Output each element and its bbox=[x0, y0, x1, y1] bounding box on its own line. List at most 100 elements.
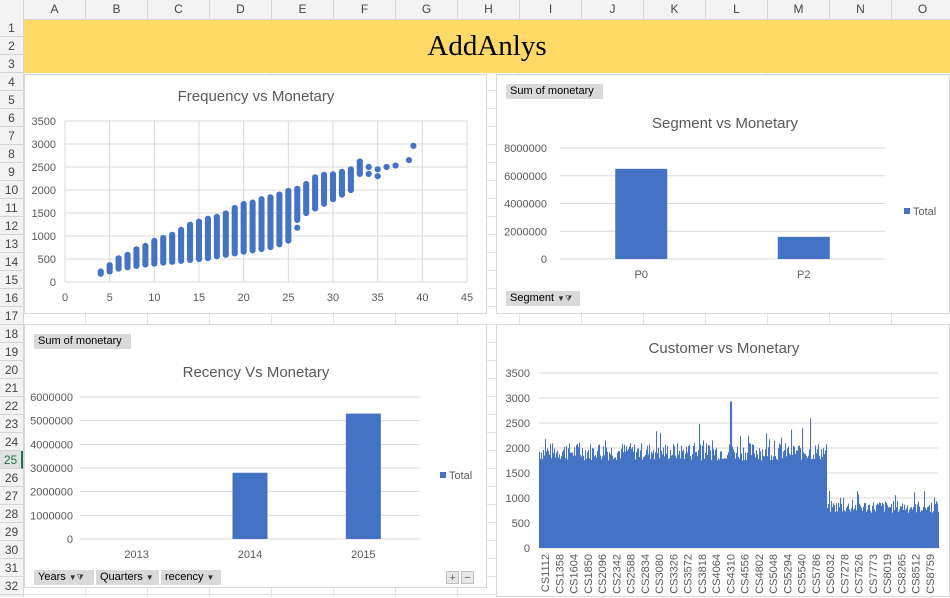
y-tick-label: 500 bbox=[38, 254, 56, 266]
years-filter-button[interactable]: Years ▼⧩ bbox=[34, 570, 94, 585]
title-banner[interactable] bbox=[24, 20, 950, 73]
row-header-19[interactable]: 19 bbox=[0, 343, 23, 361]
row-header-26[interactable]: 26 bbox=[0, 469, 23, 487]
row-header-column[interactable]: 1 2 3 4 5 6 7 8 9 10 11 12 13 14 15 16 17 18 19 20 21 22 23 24 2… bbox=[0, 19, 24, 597]
x-tick-label: 35 bbox=[372, 292, 384, 304]
row-header-14[interactable]: 14 bbox=[0, 253, 23, 271]
bar bbox=[790, 454, 792, 548]
bar bbox=[777, 459, 779, 548]
row-header-21[interactable]: 21 bbox=[0, 379, 23, 397]
row-header-3[interactable]: 3 bbox=[0, 55, 23, 73]
bar bbox=[781, 437, 783, 548]
row-header-12[interactable]: 12 bbox=[0, 217, 23, 235]
bar bbox=[858, 494, 860, 548]
row-header-16[interactable]: 16 bbox=[0, 289, 23, 307]
bar bbox=[599, 444, 601, 548]
row-header-25[interactable]: 25 bbox=[0, 451, 23, 469]
chart-frequency-vs-monetary[interactable]: Frequency vs Monetary 0 500 1000 1500 2000 250… bbox=[24, 74, 487, 314]
quarters-field-button[interactable]: Quarters ▼ bbox=[96, 570, 159, 585]
x-tick-label: CS1358 bbox=[554, 554, 566, 594]
bar bbox=[603, 446, 605, 548]
select-all-corner[interactable] bbox=[0, 0, 24, 19]
column-header-l[interactable]: L bbox=[706, 0, 768, 19]
row-header-17[interactable]: 17 bbox=[0, 307, 23, 325]
column-header-g[interactable]: G bbox=[396, 0, 458, 19]
sum-of-monetary-button[interactable]: Sum of monetary bbox=[506, 84, 603, 99]
x-tick-label: 5 bbox=[107, 292, 113, 304]
row-header-2[interactable]: 2 bbox=[0, 37, 23, 55]
row-header-30[interactable]: 30 bbox=[0, 541, 23, 559]
bar bbox=[873, 502, 875, 548]
row-header-31[interactable]: 31 bbox=[0, 559, 23, 577]
column-header-n[interactable]: N bbox=[830, 0, 892, 19]
segment-filter-button[interactable]: Segment ▼⧩ bbox=[506, 291, 580, 306]
row-header-6[interactable]: 6 bbox=[0, 109, 23, 127]
column-header-j[interactable]: J bbox=[582, 0, 644, 19]
row-header-27[interactable]: 27 bbox=[0, 487, 23, 505]
bar bbox=[563, 449, 565, 548]
row-header-5[interactable]: 5 bbox=[0, 91, 23, 109]
recency-field-button[interactable]: recency ▼ bbox=[161, 570, 221, 585]
row-header-29[interactable]: 29 bbox=[0, 523, 23, 541]
row-header-20[interactable]: 20 bbox=[0, 361, 23, 379]
sum-of-monetary-button-2[interactable]: Sum of monetary bbox=[34, 334, 131, 349]
column-header-i[interactable]: I bbox=[520, 0, 582, 19]
bar bbox=[645, 455, 647, 548]
column-header-o[interactable]: O bbox=[892, 0, 950, 19]
bar bbox=[637, 448, 639, 548]
row-header-32[interactable]: 32 bbox=[0, 577, 23, 595]
bar bbox=[913, 507, 915, 548]
bar bbox=[541, 452, 543, 548]
bar bbox=[801, 459, 803, 548]
bar bbox=[830, 511, 832, 548]
bar bbox=[232, 472, 268, 539]
row-header-9[interactable]: 9 bbox=[0, 163, 23, 181]
bar bbox=[832, 507, 834, 548]
row-header-7[interactable]: 7 bbox=[0, 127, 23, 145]
bar bbox=[780, 444, 782, 548]
chart-segment-vs-monetary[interactable]: Segment vs Monetary 0 2000000 4000000 600000… bbox=[496, 74, 950, 314]
column-header-e[interactable]: E bbox=[272, 0, 334, 19]
row-header-22[interactable]: 22 bbox=[0, 397, 23, 415]
row-header-1[interactable]: 1 bbox=[0, 19, 23, 37]
bar bbox=[854, 508, 856, 548]
column-header-a[interactable]: A bbox=[24, 0, 86, 19]
column-header-m[interactable]: M bbox=[768, 0, 830, 19]
column-header-c[interactable]: C bbox=[148, 0, 210, 19]
row-header-28[interactable]: 28 bbox=[0, 505, 23, 523]
data-point bbox=[160, 234, 167, 241]
row-header-13[interactable]: 13 bbox=[0, 235, 23, 253]
row-header-24[interactable]: 24 bbox=[0, 433, 23, 451]
bar bbox=[917, 504, 919, 548]
bar bbox=[652, 453, 654, 548]
bar bbox=[904, 504, 906, 548]
bar bbox=[835, 511, 837, 548]
bar bbox=[820, 459, 822, 548]
row-header-18[interactable]: 18 bbox=[0, 325, 23, 343]
row-header-4[interactable]: 4 bbox=[0, 73, 23, 91]
bar bbox=[588, 449, 590, 548]
data-point bbox=[258, 242, 265, 249]
bar bbox=[779, 443, 781, 548]
chart-customer-vs-monetary[interactable]: Customer vs Monetary 0 500 1000 1500 2000 2500… bbox=[496, 324, 950, 597]
row-header-11[interactable]: 11 bbox=[0, 199, 23, 217]
column-header-k[interactable]: K bbox=[644, 0, 706, 19]
column-header-b[interactable]: B bbox=[86, 0, 148, 19]
row-header-15[interactable]: 15 bbox=[0, 271, 23, 289]
bar bbox=[614, 457, 616, 548]
row-header-10[interactable]: 10 bbox=[0, 181, 23, 199]
collapse-field-button[interactable]: − bbox=[461, 571, 474, 584]
row-header-23[interactable]: 23 bbox=[0, 415, 23, 433]
x-tick-label: CS3326 bbox=[668, 554, 680, 594]
bar bbox=[552, 443, 554, 548]
bar bbox=[704, 458, 706, 548]
row-header-8[interactable]: 8 bbox=[0, 145, 23, 163]
column-header-f[interactable]: F bbox=[334, 0, 396, 19]
bar bbox=[891, 503, 893, 548]
column-header-d[interactable]: D bbox=[210, 0, 272, 19]
expand-field-button[interactable]: + bbox=[446, 571, 459, 584]
chart-recency-vs-monetary[interactable]: Recency Vs Monetary 0 1000000 2000000 300000… bbox=[24, 324, 487, 588]
column-header-h[interactable]: H bbox=[458, 0, 520, 19]
